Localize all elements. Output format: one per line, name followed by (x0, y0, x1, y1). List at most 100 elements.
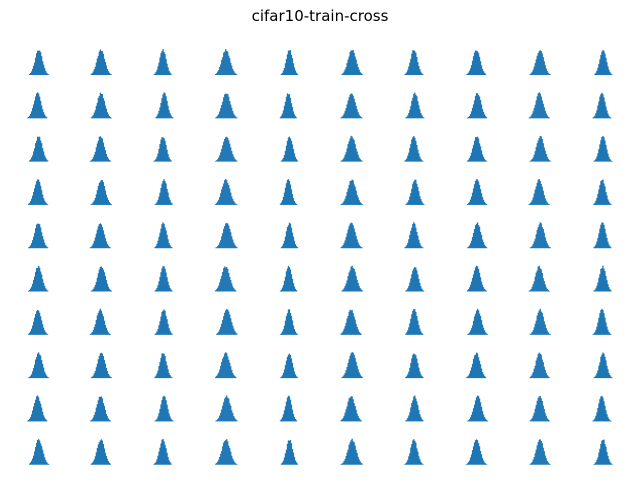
histogram-bar (280, 202, 283, 205)
histogram-bar (547, 290, 549, 292)
histogram-panel (404, 50, 424, 75)
histogram-bar (609, 420, 611, 422)
histogram-bar (485, 290, 488, 292)
histogram-bar (344, 240, 346, 249)
histogram-bar (597, 322, 599, 335)
histogram-bar (537, 266, 539, 292)
histogram-bar (344, 459, 346, 465)
histogram-bar (34, 317, 36, 335)
histogram-bar (485, 333, 488, 335)
histogram-bar (39, 440, 41, 465)
histogram-bar (290, 189, 293, 205)
histogram-bar (166, 452, 168, 465)
histogram-bar (33, 455, 35, 465)
histogram-bar (540, 440, 542, 465)
histogram-bar (603, 439, 605, 465)
histogram-bar (42, 324, 44, 335)
histogram-bar (341, 377, 343, 379)
histogram-bar (595, 113, 597, 119)
histogram-bar (222, 446, 224, 465)
histogram-panel (90, 352, 112, 379)
histogram-bar (421, 246, 423, 249)
histogram-bar (40, 185, 42, 205)
histogram-bar (220, 108, 222, 119)
histogram-bar (231, 196, 233, 205)
histogram-bar (282, 196, 285, 205)
histogram-bar (236, 246, 238, 249)
histogram-bar (405, 246, 407, 249)
histogram-bar (98, 51, 100, 75)
histogram-bar (417, 149, 419, 162)
histogram-bar (38, 137, 40, 162)
histogram-bar (543, 232, 545, 249)
histogram-bar (469, 199, 472, 205)
histogram-bar (354, 144, 356, 162)
histogram-bar (530, 115, 532, 119)
histogram-bar (608, 115, 610, 119)
histogram-bar (104, 409, 106, 422)
histogram-bar (220, 365, 222, 379)
histogram-bar (477, 53, 480, 75)
histogram-bar (481, 109, 484, 119)
histogram-bar (418, 66, 420, 75)
histogram-bar (415, 179, 417, 205)
histogram-bar (48, 377, 50, 379)
histogram-bar (218, 417, 220, 422)
histogram-bar (231, 65, 233, 75)
histogram-bar (30, 462, 32, 465)
histogram-bar (291, 232, 294, 249)
histogram-bar (159, 321, 161, 335)
histogram-bar (99, 181, 101, 205)
histogram-bar (235, 290, 237, 292)
histogram-bar (422, 116, 424, 119)
histogram-bar (97, 97, 99, 119)
histogram-bar (351, 265, 353, 292)
histogram-bar (538, 439, 540, 465)
histogram-bar (471, 363, 474, 379)
histogram-panel (405, 92, 425, 119)
histogram-bar (40, 403, 42, 422)
histogram-bar (467, 159, 470, 162)
histogram-bar (37, 439, 39, 465)
histogram-bar (599, 448, 601, 465)
histogram-bar (233, 374, 235, 379)
histogram-bar (608, 69, 610, 75)
histogram-bar (158, 451, 160, 465)
histogram-bar (230, 279, 232, 292)
histogram-bar (355, 148, 357, 162)
histogram-bar (227, 223, 229, 249)
histogram-bar (548, 204, 550, 205)
histogram-bar (35, 271, 37, 292)
histogram-bar (170, 115, 172, 119)
histogram-bar (407, 459, 409, 465)
histogram-bar (409, 109, 411, 119)
histogram-bar (103, 448, 105, 465)
histogram-bar (220, 152, 222, 162)
histogram-bar (419, 156, 421, 162)
histogram-bar (348, 184, 350, 205)
histogram-bar (235, 376, 237, 379)
histogram-bar (98, 224, 100, 249)
histogram-bar (46, 375, 48, 379)
histogram-bar (160, 443, 162, 465)
histogram-bar (32, 325, 34, 335)
histogram-bar (593, 203, 595, 205)
histogram-panel (465, 352, 487, 379)
histogram-bar (538, 92, 540, 119)
histogram-bar (542, 190, 544, 205)
histogram-bar (483, 158, 486, 162)
histogram-bar (421, 463, 423, 465)
histogram-bar (607, 66, 609, 75)
histogram-bar (296, 377, 299, 379)
histogram-bar (345, 107, 347, 119)
histogram-bar (413, 396, 415, 422)
histogram-bar (530, 201, 532, 205)
histogram-bar (542, 103, 544, 119)
histogram-bar (535, 147, 537, 162)
histogram-bar (235, 246, 237, 249)
histogram-bar (608, 244, 610, 249)
histogram-panel (215, 136, 238, 162)
histogram-bar (109, 289, 111, 292)
histogram-bar (355, 450, 357, 465)
histogram-bar (31, 157, 33, 162)
